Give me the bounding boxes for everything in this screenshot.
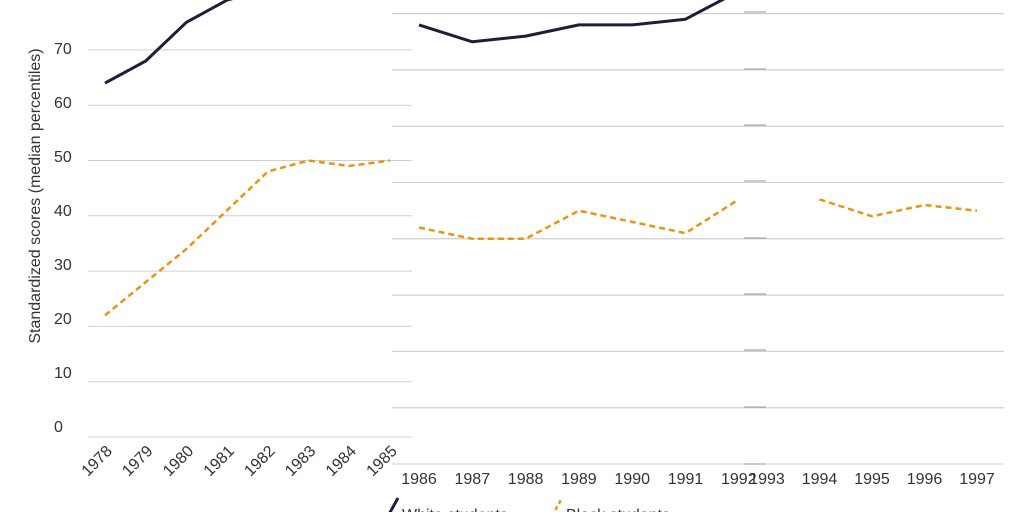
x-tick-label: 1980 xyxy=(160,443,197,480)
legend-label: White students xyxy=(402,507,508,512)
x-tick-label: 1986 xyxy=(401,471,437,488)
y-axis-label: Standardized scores (median percentiles) xyxy=(27,48,44,343)
x-tick-label: 1978 xyxy=(79,443,116,480)
series-line-black-students xyxy=(104,159,391,317)
legend-swatch xyxy=(388,497,400,512)
x-tick-label: 1988 xyxy=(508,471,544,488)
x-tick-label: 1995 xyxy=(854,471,890,488)
x-tick-label: 1981 xyxy=(201,443,238,480)
y-tick-label: 0 xyxy=(54,419,63,436)
x-tick-label: 1990 xyxy=(614,471,650,488)
y-tick-label: 50 xyxy=(54,149,72,166)
x-tick-label: 1989 xyxy=(561,471,597,488)
y-tick-label: 60 xyxy=(54,95,72,112)
x-tick-label: 1985 xyxy=(364,443,401,480)
y-tick-label: 40 xyxy=(54,203,72,220)
series-line-white-students xyxy=(104,0,234,85)
x-tick-label: 1996 xyxy=(907,471,943,488)
y-tick-label: 30 xyxy=(54,257,72,274)
series-line-black-students xyxy=(418,198,740,241)
y-tick-label: 70 xyxy=(54,41,72,58)
x-tick-label: 1997 xyxy=(959,471,995,488)
x-tick-label: 1993 xyxy=(749,471,785,488)
legend-label: Black students xyxy=(566,507,670,512)
legend: White students Black students xyxy=(388,497,670,512)
x-tick-label: 1994 xyxy=(802,471,838,488)
x-tick-label: 1991 xyxy=(668,471,704,488)
y-tick-label: 10 xyxy=(54,365,72,382)
y-tick-label: 20 xyxy=(54,311,72,328)
series-line-white-students xyxy=(418,0,726,44)
series-line-black-students xyxy=(819,198,978,218)
x-tick-label: 1984 xyxy=(323,443,360,480)
x-tick-label: 1979 xyxy=(119,443,156,480)
x-tick-label: 1982 xyxy=(241,443,278,480)
x-tick-label: 1992 xyxy=(721,471,757,488)
legend-item: White students xyxy=(388,497,508,512)
legend-item: Black students xyxy=(552,497,670,512)
legend-swatch xyxy=(552,497,564,512)
x-tick-label: 1983 xyxy=(282,443,319,480)
x-tick-label: 1987 xyxy=(455,471,491,488)
